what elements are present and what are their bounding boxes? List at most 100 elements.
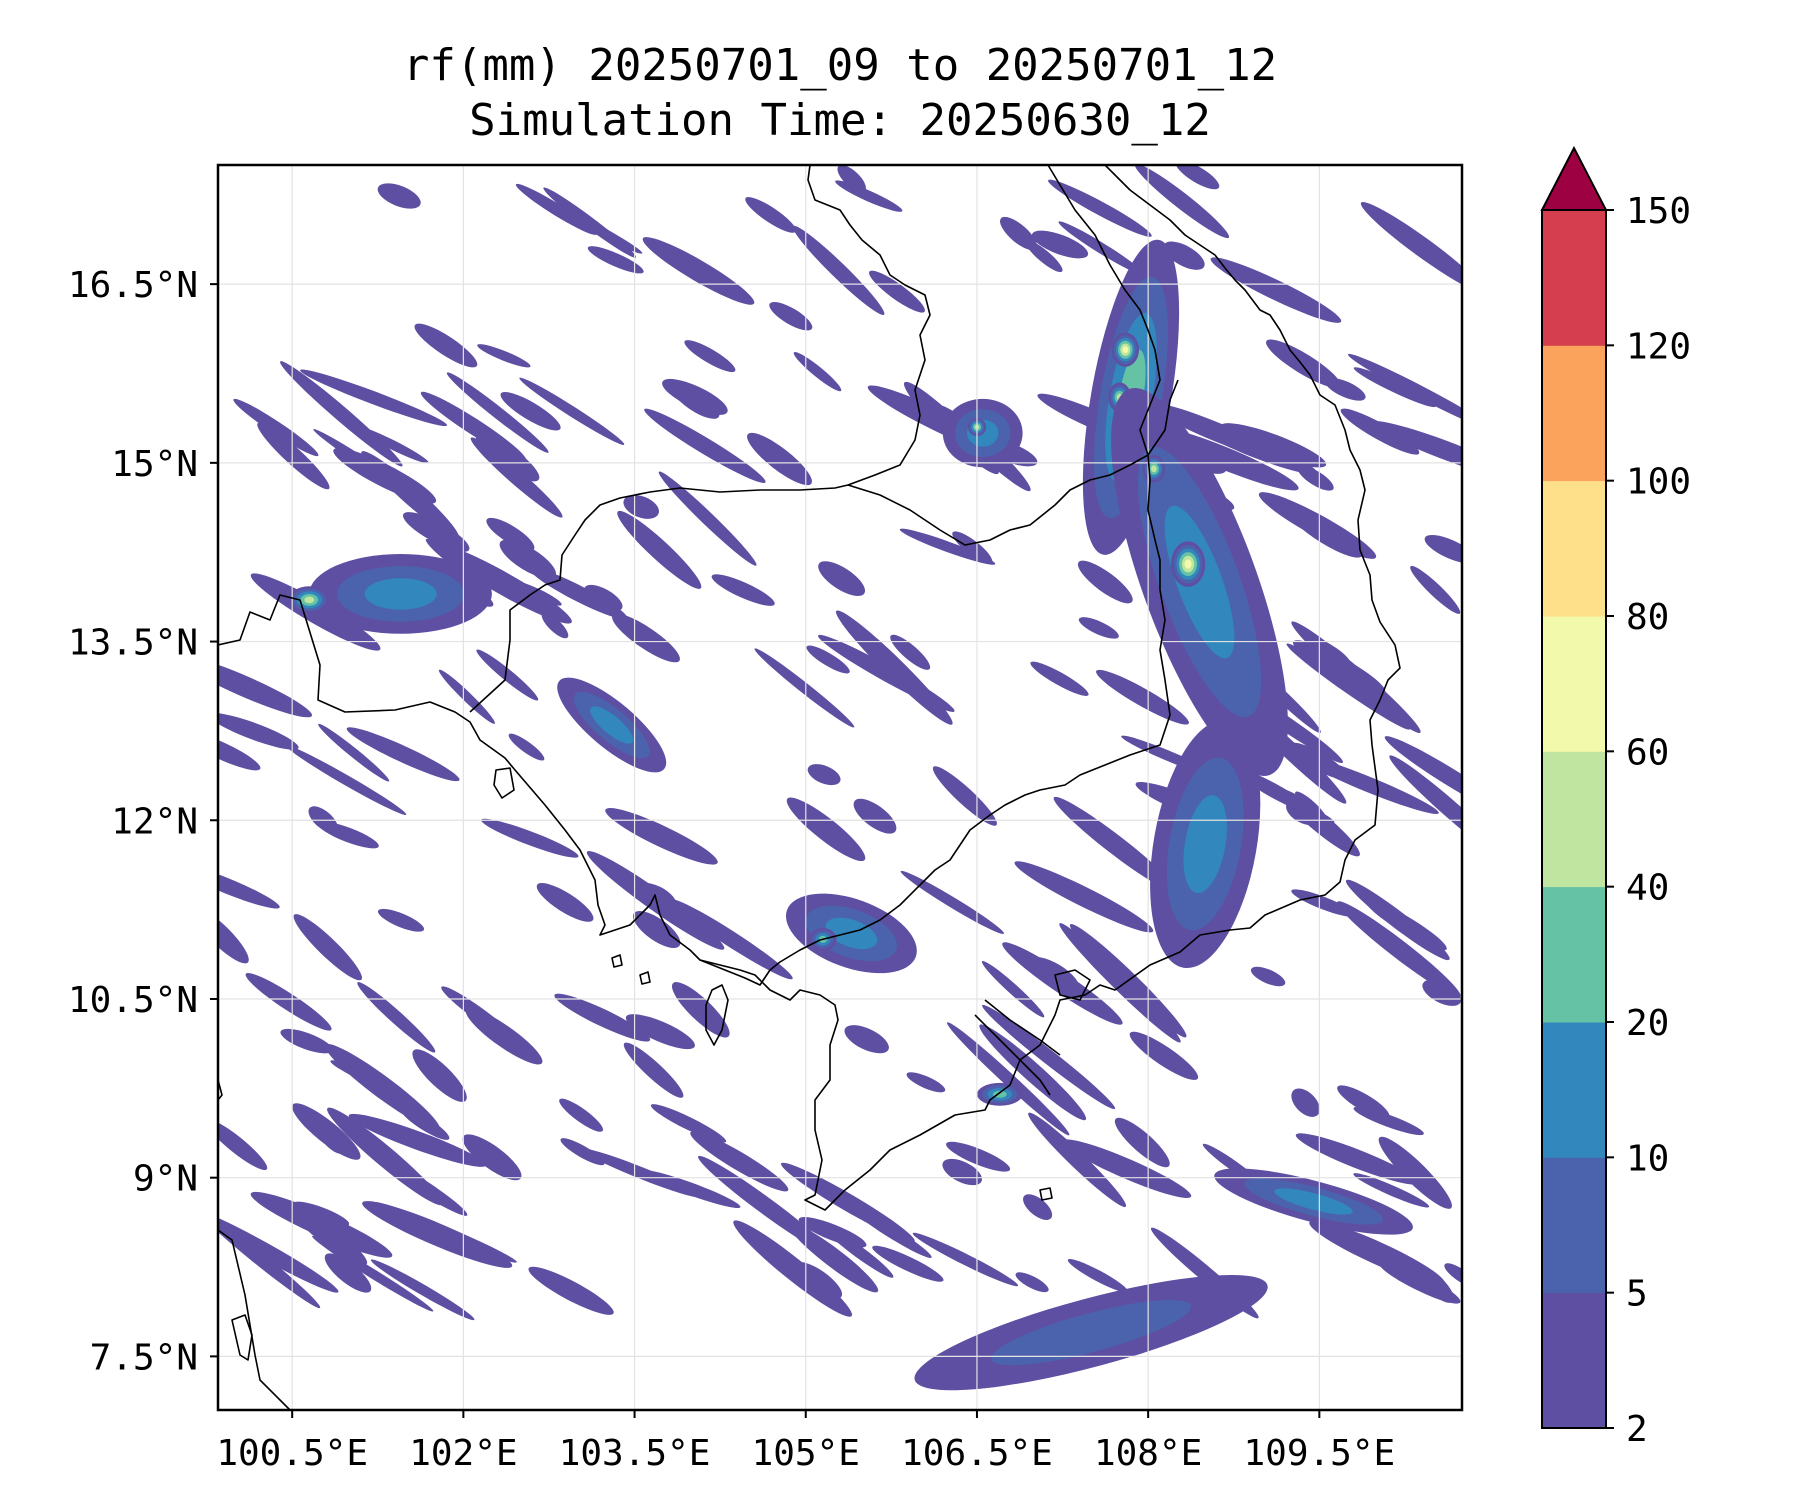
rain-streak (1129, 1031, 1199, 1080)
lat-tick-label: 7.5°N (90, 1337, 198, 1378)
colorbar-label: 150 (1626, 191, 1691, 232)
rain-streak (348, 1113, 486, 1167)
rain-streak (644, 408, 766, 483)
rain-cell (991, 1299, 1191, 1366)
border-cambodia-vietnam (699, 454, 1171, 986)
rain-streak (333, 447, 437, 504)
rain-streak (1337, 1085, 1390, 1119)
rain-streak (218, 863, 280, 909)
lat-tick-label: 13.5°N (68, 623, 198, 664)
colorbar-label: 120 (1626, 326, 1691, 367)
rain-streak (218, 713, 299, 750)
rain-streak (1096, 669, 1189, 725)
colorbar-segment (1542, 1157, 1606, 1294)
rain-streak (1030, 661, 1089, 696)
rain-streak (612, 613, 680, 663)
rain-streak (642, 237, 755, 305)
rain-streak (528, 1266, 614, 1315)
rain-streak (402, 512, 470, 552)
rain-streak (318, 723, 390, 782)
lat-tick-label: 12°N (111, 801, 198, 842)
rain-streak (981, 961, 1045, 1018)
island-phu-quoc (705, 984, 729, 1046)
rain-streak (912, 1232, 1019, 1287)
rain-streak (807, 764, 841, 786)
rain-streak (438, 669, 495, 724)
rain-streak (650, 1104, 727, 1143)
border-laos-vietnam (1047, 165, 1161, 456)
rain-streak (512, 581, 562, 606)
colorbar-label: 40 (1626, 868, 1669, 909)
rain-streak (1002, 942, 1123, 1025)
colorbar-segment (1542, 480, 1606, 617)
rain-streak (1210, 257, 1342, 323)
rain-streak (1059, 923, 1181, 1043)
rain-streak (500, 391, 561, 431)
rain-streak (1062, 1139, 1192, 1198)
rain-streak (373, 1202, 517, 1263)
rain-streak (1286, 643, 1410, 730)
rain-cell (1184, 559, 1192, 569)
rain-streak (623, 494, 659, 519)
rain-streak (286, 745, 407, 815)
coastline-gulf-of-thailand (218, 165, 1401, 1211)
rain-cell (364, 578, 437, 610)
rain-streak (684, 340, 736, 373)
rain-streak (1048, 179, 1152, 237)
rain-streak (1325, 377, 1366, 401)
colorbar-segment (1542, 1022, 1606, 1158)
rain-streak (633, 910, 681, 949)
rain-streak (1023, 1194, 1053, 1220)
map-geography (218, 165, 1401, 1410)
colorbar-label: 80 (1626, 597, 1669, 638)
rain-streak (377, 183, 421, 209)
rain-cell (1183, 795, 1227, 893)
rain-streak (308, 806, 338, 833)
rain-streak (357, 982, 436, 1053)
rain-streak (946, 1141, 1011, 1172)
border-laos-east (1147, 379, 1179, 456)
rain-streak (477, 344, 531, 368)
mekong-delta-channel-2 (984, 999, 1061, 1056)
rain-streak (1410, 565, 1461, 614)
rain-streak (1220, 423, 1327, 468)
rain-streak (1266, 339, 1341, 388)
rain-streak (822, 1224, 894, 1278)
rain-streak (581, 1148, 701, 1198)
rain-streak (623, 1042, 684, 1098)
rain-streak (218, 731, 261, 771)
rain-streak (906, 1072, 946, 1093)
rain-streak (499, 539, 556, 579)
rain-streak (769, 301, 813, 331)
lon-tick-label: 102°E (409, 1433, 517, 1474)
map-gridlines (218, 165, 1462, 1410)
rain-streak (1028, 1112, 1127, 1207)
rain-streak (481, 818, 579, 858)
lon-tick-label: 108°E (1094, 1433, 1202, 1474)
rain-streak (346, 727, 460, 782)
rain-streak (293, 914, 362, 981)
rain-streak (835, 180, 903, 212)
rain-streak (1297, 754, 1439, 814)
rain-streak (1031, 230, 1089, 259)
rain-cell (825, 917, 878, 950)
rain-streak (1371, 421, 1462, 481)
mekong-delta-channel (974, 1014, 1051, 1096)
colorbar-segment (1542, 210, 1606, 346)
rain-streak (470, 437, 563, 518)
rain-streak (218, 1209, 339, 1293)
rain-streak (658, 471, 757, 566)
lat-tick-label: 9°N (133, 1159, 198, 1200)
colorbar-label: 5 (1626, 1274, 1648, 1315)
rain-streak (899, 528, 996, 565)
colorbar-segment (1542, 751, 1606, 888)
rain-streak (869, 270, 925, 313)
colorbar-segment (1542, 886, 1606, 1023)
rain-streak (872, 1245, 944, 1282)
rain-streak (999, 216, 1038, 251)
rain-streak (690, 1131, 789, 1192)
rain-streak (541, 612, 569, 639)
rain-streak (414, 323, 478, 368)
rain-streak (1163, 241, 1205, 270)
rain-streak (806, 645, 850, 674)
